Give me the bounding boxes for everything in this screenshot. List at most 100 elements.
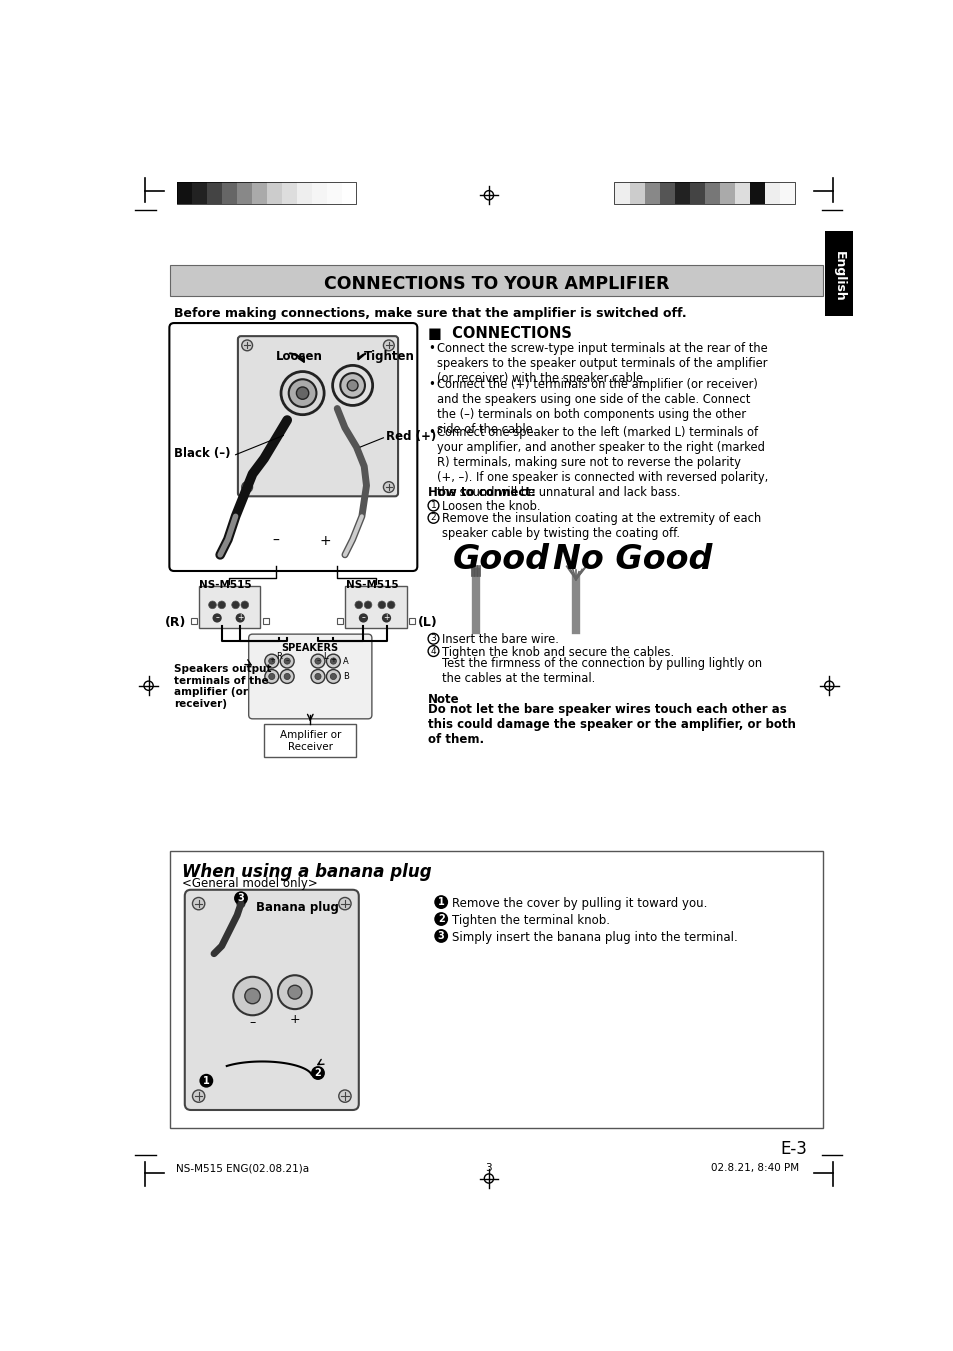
- Bar: [659, 182, 674, 204]
- Text: 1: 1: [430, 501, 436, 511]
- Circle shape: [233, 892, 248, 905]
- Text: A: A: [343, 657, 349, 666]
- Text: Connect the (+) terminals on the amplifier (or receiver)
and the speakers using : Connect the (+) terminals on the amplifi…: [436, 378, 758, 436]
- Text: Insert the bare wire.: Insert the bare wire.: [441, 634, 558, 646]
- Circle shape: [326, 654, 340, 667]
- Circle shape: [355, 601, 362, 609]
- Circle shape: [296, 386, 309, 400]
- Circle shape: [434, 912, 448, 925]
- Text: Loosen the knob.: Loosen the knob.: [441, 500, 540, 513]
- Bar: [296, 182, 312, 204]
- FancyBboxPatch shape: [237, 336, 397, 496]
- Bar: [222, 182, 236, 204]
- Text: ■  CONNECTIONS: ■ CONNECTIONS: [428, 326, 572, 342]
- Circle shape: [284, 658, 290, 665]
- Text: +: +: [290, 1013, 300, 1025]
- Text: 3: 3: [237, 893, 244, 904]
- Text: Before making connections, make sure that the amplifier is switched off.: Before making connections, make sure tha…: [173, 307, 686, 320]
- Text: Banana plug: Banana plug: [256, 901, 339, 913]
- Bar: [170, 265, 822, 296]
- Circle shape: [434, 896, 448, 909]
- Circle shape: [289, 380, 316, 407]
- Text: Speakers output
terminals of the
amplifier (or
receiver): Speakers output terminals of the amplifi…: [173, 665, 272, 709]
- Circle shape: [280, 670, 294, 684]
- Text: Connect one speaker to the left (marked L) terminals of
your amplifier, and anot: Connect one speaker to the left (marked …: [436, 426, 768, 500]
- Bar: [336, 617, 343, 624]
- Circle shape: [347, 380, 357, 390]
- Text: Black (–): Black (–): [173, 447, 231, 459]
- FancyBboxPatch shape: [170, 323, 416, 571]
- Bar: [341, 182, 356, 204]
- Circle shape: [338, 897, 351, 909]
- Bar: [823, 231, 852, 316]
- Bar: [749, 182, 764, 204]
- Circle shape: [237, 900, 245, 908]
- Bar: [674, 182, 689, 204]
- Text: Do not let the bare speaker wires touch each other as
this could damage the spea: Do not let the bare speaker wires touch …: [428, 704, 795, 747]
- Circle shape: [241, 340, 253, 351]
- Circle shape: [209, 601, 216, 609]
- Circle shape: [364, 601, 372, 609]
- Bar: [312, 182, 326, 204]
- Circle shape: [383, 340, 394, 351]
- Circle shape: [326, 670, 340, 684]
- Text: Tighten the terminal knob.: Tighten the terminal knob.: [452, 915, 609, 927]
- Circle shape: [358, 613, 368, 623]
- Text: +: +: [330, 657, 336, 663]
- Text: •: •: [428, 426, 435, 439]
- Circle shape: [199, 1074, 213, 1088]
- Bar: [735, 182, 749, 204]
- Text: CONNECTIONS TO YOUR AMPLIFIER: CONNECTIONS TO YOUR AMPLIFIER: [323, 274, 669, 293]
- Circle shape: [338, 1090, 351, 1102]
- Circle shape: [311, 670, 325, 684]
- Circle shape: [269, 658, 274, 665]
- Text: Good: Good: [453, 543, 549, 577]
- Bar: [281, 182, 296, 204]
- Circle shape: [265, 670, 278, 684]
- Bar: [177, 182, 356, 204]
- Circle shape: [193, 897, 205, 909]
- Circle shape: [314, 673, 321, 680]
- Text: NS-M515 ENG(02.08.21)a: NS-M515 ENG(02.08.21)a: [175, 1163, 309, 1173]
- Circle shape: [284, 673, 290, 680]
- Text: E-3: E-3: [780, 1140, 806, 1158]
- Bar: [780, 182, 795, 204]
- Bar: [629, 182, 644, 204]
- Text: Test the firmness of the connection by pulling lightly on
the cables at the term: Test the firmness of the connection by p…: [441, 657, 761, 685]
- Circle shape: [233, 977, 272, 1016]
- Bar: [614, 182, 795, 204]
- Bar: [191, 617, 197, 624]
- Text: No Good: No Good: [552, 543, 712, 577]
- Bar: [192, 182, 207, 204]
- FancyBboxPatch shape: [185, 890, 358, 1111]
- Circle shape: [330, 658, 336, 665]
- Bar: [326, 182, 341, 204]
- Bar: [262, 617, 269, 624]
- Circle shape: [193, 1090, 205, 1102]
- Text: 4: 4: [430, 647, 436, 655]
- Text: •: •: [428, 342, 435, 354]
- Circle shape: [340, 373, 365, 397]
- Circle shape: [245, 989, 260, 1004]
- Text: Remove the insulation coating at the extremity of each
speaker cable by twisting: Remove the insulation coating at the ext…: [441, 512, 760, 540]
- Bar: [704, 182, 720, 204]
- Text: +: +: [319, 534, 331, 549]
- Circle shape: [241, 601, 249, 609]
- Bar: [644, 182, 659, 204]
- Text: Amplifier or
Receiver: Amplifier or Receiver: [279, 731, 340, 753]
- Text: NS-M515: NS-M515: [345, 580, 398, 590]
- Circle shape: [311, 654, 325, 667]
- Bar: [689, 182, 704, 204]
- Text: 3: 3: [430, 634, 436, 643]
- Text: –: –: [272, 534, 279, 549]
- Text: (L): (L): [417, 616, 437, 630]
- Text: SPEAKERS: SPEAKERS: [281, 643, 338, 654]
- Text: Tighten: Tighten: [364, 350, 415, 363]
- Bar: [720, 182, 735, 204]
- Circle shape: [377, 601, 385, 609]
- Circle shape: [383, 482, 394, 493]
- Circle shape: [277, 975, 312, 1009]
- Text: 02.8.21, 8:40 PM: 02.8.21, 8:40 PM: [710, 1163, 799, 1173]
- Circle shape: [387, 601, 395, 609]
- Text: English: English: [832, 251, 844, 301]
